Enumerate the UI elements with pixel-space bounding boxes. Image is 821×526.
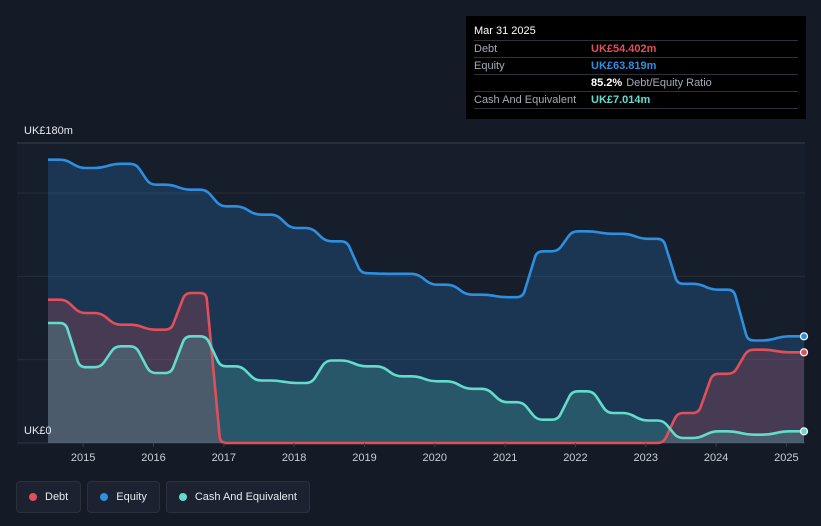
tooltip-label: Equity: [474, 60, 505, 72]
tooltip-value: 85.2%: [591, 77, 623, 89]
tooltip-value: UK£63.819m: [591, 60, 657, 72]
tooltip-value: UK£54.402m: [591, 43, 657, 55]
tooltip-row-cash: Cash And Equivalent UK£7.014m: [474, 91, 798, 109]
tooltip-row-debt: Debt UK£54.402m: [474, 40, 798, 57]
tooltip-date: Mar 31 2025: [474, 25, 536, 37]
chart-legend: Debt Equity Cash And Equivalent: [16, 481, 310, 513]
endpoint-debt: [799, 348, 809, 357]
x-tick-label: 2024: [704, 452, 728, 464]
legend-label: Cash And Equivalent: [194, 491, 297, 503]
x-tick-label: 2015: [71, 452, 95, 464]
tooltip-row-equity: Equity UK£63.819m: [474, 57, 798, 74]
endpoint-equity: [799, 332, 809, 341]
y-axis-bottom-label: UK£0: [24, 425, 52, 437]
line-equity: [48, 158, 804, 342]
cash-dot-icon: [178, 493, 187, 501]
tooltip-row-ratio: 85.2% Debt/Equity Ratio: [474, 74, 798, 91]
tooltip-label: Cash And Equivalent: [474, 94, 577, 106]
tooltip-label: [474, 75, 591, 91]
legend-item-cash[interactable]: Cash And Equivalent: [165, 481, 310, 513]
x-tick-label: 2022: [563, 452, 587, 464]
line-debt: [48, 291, 804, 445]
x-tick-label: 2018: [282, 452, 306, 464]
legend-item-equity[interactable]: Equity: [87, 481, 160, 513]
endpoint-cash-and-equivalent: [799, 427, 809, 436]
x-tick-label: 2023: [634, 452, 658, 464]
legend-label: Debt: [45, 491, 69, 503]
area-debt: [48, 293, 804, 443]
x-tick-label: 2021: [493, 452, 517, 464]
area-equity: [48, 159, 804, 443]
tooltip-value: UK£7.014m: [591, 94, 651, 106]
x-tick-label: 2017: [212, 452, 236, 464]
y-axis-top-label: UK£180m: [24, 125, 73, 137]
equity-dot-icon: [100, 493, 109, 501]
legend-label: Equity: [116, 491, 147, 503]
tooltip-ratio-label: Debt/Equity Ratio: [626, 77, 712, 89]
x-tick-label: 2020: [423, 452, 447, 464]
chart-tooltip: Mar 31 2025 Debt UK£54.402m Equity UK£63…: [466, 16, 806, 119]
debt-dot-icon: [29, 493, 37, 501]
x-tick-label: 2016: [141, 452, 165, 464]
line-cash-and-equivalent: [48, 321, 804, 440]
legend-item-debt[interactable]: Debt: [16, 481, 82, 513]
x-tick-label: 2025: [774, 452, 798, 464]
x-tick-label: 2019: [352, 452, 376, 464]
tooltip-label: Debt: [474, 43, 498, 55]
